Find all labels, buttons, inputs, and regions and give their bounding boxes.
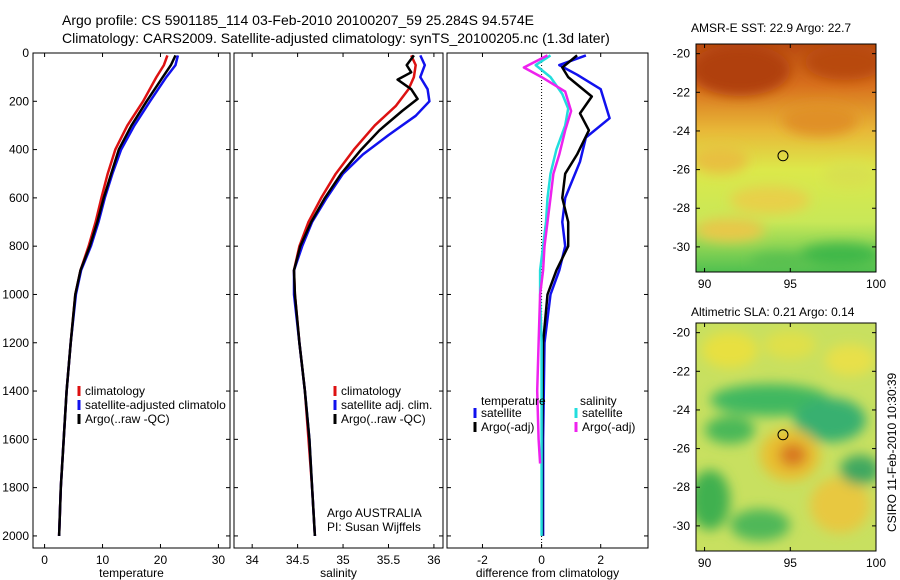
sla-map-title: Altimetric SLA: 0.21 Argo: 0.14 — [691, 305, 855, 319]
legend-label: Argo(-adj) — [582, 420, 635, 434]
legend-label: satellite — [582, 406, 623, 420]
argo-australia-label: Argo AUSTRALIA — [327, 506, 422, 520]
temperature-panel: 0 200 400 600 800 1000 1200 1400 1600 1800 2000 0 10… — [2, 46, 231, 580]
map-x-tick-label: 95 — [784, 277, 798, 291]
legend-label: satellite — [481, 406, 522, 420]
x-tick-label: 0 — [538, 553, 545, 567]
axes-frame — [233, 52, 444, 549]
legend-label: satellite-adjusted climatolo — [85, 398, 226, 412]
map-y-tick-label: -28 — [673, 480, 691, 494]
legend-label: climatology — [341, 384, 401, 398]
map-x-tick-label: 90 — [698, 556, 712, 570]
pi-label: PI: Susan Wijffels — [327, 520, 421, 534]
x-axis-label: salinity — [320, 566, 357, 580]
series-line-blue — [541, 54, 611, 536]
argo-location-marker — [777, 429, 789, 441]
y-tick-label: 0 — [22, 46, 29, 60]
salinity-panel: 34 34.5 35 35.5 36 salinity climatologysatelli… — [233, 52, 444, 580]
map-y-tick-label: -20 — [673, 326, 691, 340]
legend-title-temperature: temperature — [481, 394, 546, 408]
side-timestamp: CSIRO 11-Feb-2010 10:30:39 — [885, 372, 899, 532]
axes-frame — [446, 52, 649, 549]
series-line-magenta — [522, 54, 573, 464]
map-y-tick-label: -22 — [673, 364, 691, 378]
x-tick-label: 34.5 — [286, 553, 310, 567]
legend-label: satellite adj. clim. — [341, 398, 432, 412]
y-tick-label: 1000 — [2, 287, 29, 301]
series-line-black — [540, 54, 594, 536]
series-line-black — [57, 54, 177, 536]
map-y-tick-label: -30 — [673, 519, 691, 533]
y-tick-label: 200 — [9, 94, 29, 108]
x-tick-label: 30 — [212, 553, 226, 567]
x-tick-label: 36 — [427, 553, 441, 567]
map-x-tick-label: 100 — [866, 556, 886, 570]
legend-label: Argo(..raw -QC) — [341, 412, 426, 426]
figure-title-line2: Climatology: CARS2009. Satellite-adjuste… — [62, 30, 610, 46]
map-x-tick-label: 100 — [866, 277, 886, 291]
map-y-tick-label: -22 — [673, 85, 691, 99]
x-tick-label: 35.5 — [377, 553, 401, 567]
sst-map-frame — [695, 43, 877, 273]
y-tick-label: 2000 — [2, 529, 29, 543]
map-x-tick-label: 95 — [784, 556, 798, 570]
y-tick-label: 800 — [9, 239, 29, 253]
legend-label: climatology — [85, 384, 145, 398]
y-tick-label: 1600 — [2, 432, 29, 446]
series-line-blue — [57, 55, 180, 536]
map-y-tick-label: -20 — [673, 47, 691, 61]
x-tick-label: -2 — [477, 553, 488, 567]
legend-label: Argo(..raw -QC) — [85, 412, 170, 426]
y-tick-label: 1200 — [2, 336, 29, 350]
sla-map-frame — [695, 322, 877, 552]
x-tick-label: 20 — [154, 553, 168, 567]
figure-title-line1: Argo profile: CS 5901185_114 03-Feb-2010… — [62, 12, 534, 28]
y-tick-label: 1800 — [2, 481, 29, 495]
x-tick-label: 2 — [597, 553, 604, 567]
sla-map-image — [696, 323, 876, 551]
map-y-tick-label: -24 — [673, 124, 691, 138]
series-line-black — [292, 54, 419, 536]
x-tick-label: 34 — [245, 553, 259, 567]
y-tick-label: 400 — [9, 143, 29, 157]
map-y-tick-label: -28 — [673, 201, 691, 215]
sst-map-title: AMSR-E SST: 22.9 Argo: 22.7 — [691, 21, 851, 35]
y-tick-label: 600 — [9, 191, 29, 205]
series-line-blue — [292, 54, 431, 536]
x-tick-label: 10 — [96, 553, 110, 567]
map-y-tick-label: -24 — [673, 403, 691, 417]
x-axis-label: difference from climatology — [476, 566, 619, 580]
x-tick-label: 35 — [336, 553, 350, 567]
sst-map-image — [696, 44, 876, 272]
map-y-tick-label: -26 — [673, 442, 691, 456]
map-x-tick-label: 90 — [698, 277, 712, 291]
x-tick-label: 0 — [41, 553, 48, 567]
x-axis-label: temperature — [99, 566, 164, 580]
legend-title-salinity: salinity — [580, 394, 617, 408]
map-y-tick-label: -30 — [673, 240, 691, 254]
legend-label: Argo(-adj) — [481, 420, 534, 434]
sst-map-axes: 90 95 100 -20 -22 -24 -26 -28 -30 — [673, 44, 886, 291]
axes-frame — [32, 52, 231, 549]
argo-location-marker — [777, 150, 789, 162]
map-y-tick-label: -26 — [673, 163, 691, 177]
sla-map-axes: 90 95 100 -20 -22 -24 -26 -28 -30 — [673, 323, 886, 570]
y-tick-label: 1400 — [2, 384, 29, 398]
